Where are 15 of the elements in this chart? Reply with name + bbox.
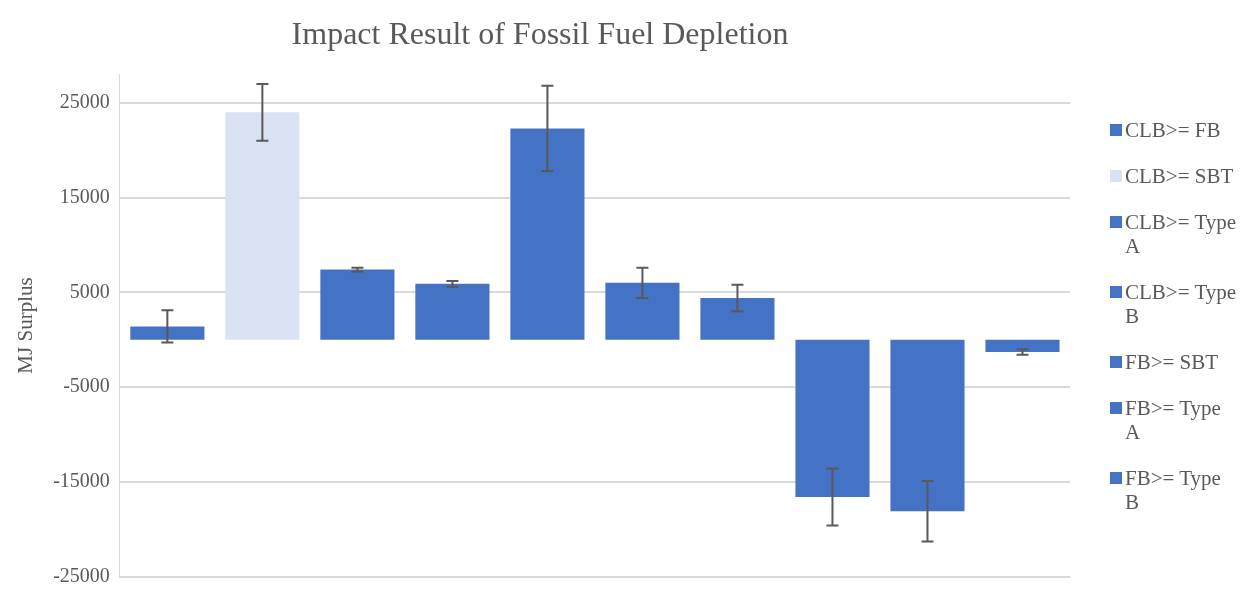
y-tick-label: 15000 xyxy=(59,184,110,207)
legend-label: CLB>= Type B xyxy=(1125,280,1238,328)
legend-label: CLB>= Type A xyxy=(1125,210,1238,258)
legend-label: FB>= Type B xyxy=(1125,466,1222,514)
y-tick-label: -5000 xyxy=(63,374,110,397)
legend-label: FB>= SBT xyxy=(1125,350,1219,374)
y-tick-label: 5000 xyxy=(69,279,110,302)
y-tick-label: 25000 xyxy=(59,90,110,113)
legend-label: CLB>= SBT xyxy=(1125,164,1234,188)
chart-title: Impact Result of Fossil Fuel Depletion xyxy=(291,14,789,51)
legend-label: CLB>= FB xyxy=(1125,118,1221,142)
legend-label: FB>= Type A xyxy=(1125,396,1222,444)
y-axis-title: MJ Surplus xyxy=(13,277,38,374)
y-tick-label: -15000 xyxy=(53,469,110,492)
y-tick-label: -25000 xyxy=(53,563,110,586)
